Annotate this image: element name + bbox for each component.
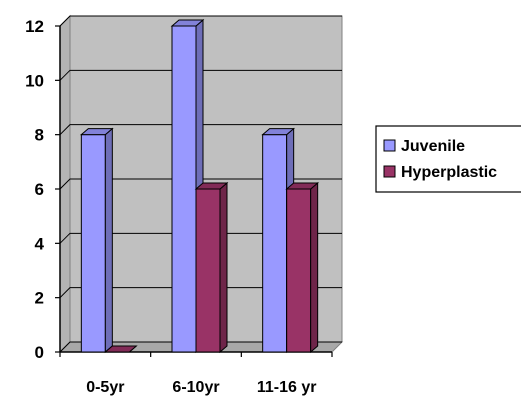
y-tick-label: 8 bbox=[35, 126, 44, 145]
category-label: 0-5yr bbox=[86, 379, 124, 396]
category-label: 6-10yr bbox=[172, 379, 219, 396]
gridline bbox=[59, 287, 342, 299]
bar-side bbox=[104, 127, 113, 354]
bar-top bbox=[170, 19, 205, 27]
bar-top bbox=[194, 182, 229, 190]
y-tick-label: 2 bbox=[35, 289, 44, 308]
bar-front bbox=[80, 134, 106, 353]
bar-side bbox=[310, 181, 319, 354]
gridline bbox=[59, 124, 342, 136]
gridline bbox=[59, 15, 342, 27]
gridline bbox=[59, 178, 342, 190]
legend-swatch bbox=[383, 139, 396, 152]
bar-top bbox=[103, 345, 138, 353]
gridlines bbox=[59, 15, 342, 353]
y-tick-label: 6 bbox=[35, 180, 44, 199]
bars bbox=[79, 18, 320, 354]
category-label: 11-16 yr bbox=[257, 379, 317, 396]
bar-front bbox=[195, 188, 221, 353]
legend: Juvenile Hyperplastic bbox=[375, 125, 521, 193]
gridline bbox=[59, 341, 342, 353]
bar-top bbox=[285, 182, 320, 190]
y-tick-labels: 0 2 4 6 8 10 12 bbox=[25, 17, 44, 362]
bar-hyperplastic-1 bbox=[194, 181, 229, 354]
gridline bbox=[59, 69, 342, 81]
y-tick-label: 12 bbox=[25, 17, 44, 36]
bar-top bbox=[79, 128, 114, 136]
bar-top bbox=[261, 128, 296, 136]
y-tick-label: 0 bbox=[35, 343, 44, 362]
y-tick-label: 4 bbox=[35, 234, 45, 253]
gridline bbox=[59, 232, 342, 244]
y-tick-label: 10 bbox=[25, 71, 44, 90]
bar-hyperplastic-0 bbox=[103, 345, 138, 353]
legend-label: Hyperplastic bbox=[401, 164, 497, 181]
legend-box bbox=[375, 125, 521, 193]
category-labels: 0-5yr 6-10yr 11-16 yr bbox=[86, 379, 316, 396]
bar-hyperplastic-2 bbox=[285, 181, 320, 354]
legend-label: Juvenile bbox=[401, 138, 465, 155]
bar-front bbox=[171, 25, 197, 353]
bar-juvenile-0 bbox=[79, 127, 114, 354]
bar-front bbox=[262, 134, 288, 353]
bar-side bbox=[219, 181, 228, 354]
legend-swatch bbox=[383, 165, 396, 178]
bar-front bbox=[286, 188, 312, 353]
